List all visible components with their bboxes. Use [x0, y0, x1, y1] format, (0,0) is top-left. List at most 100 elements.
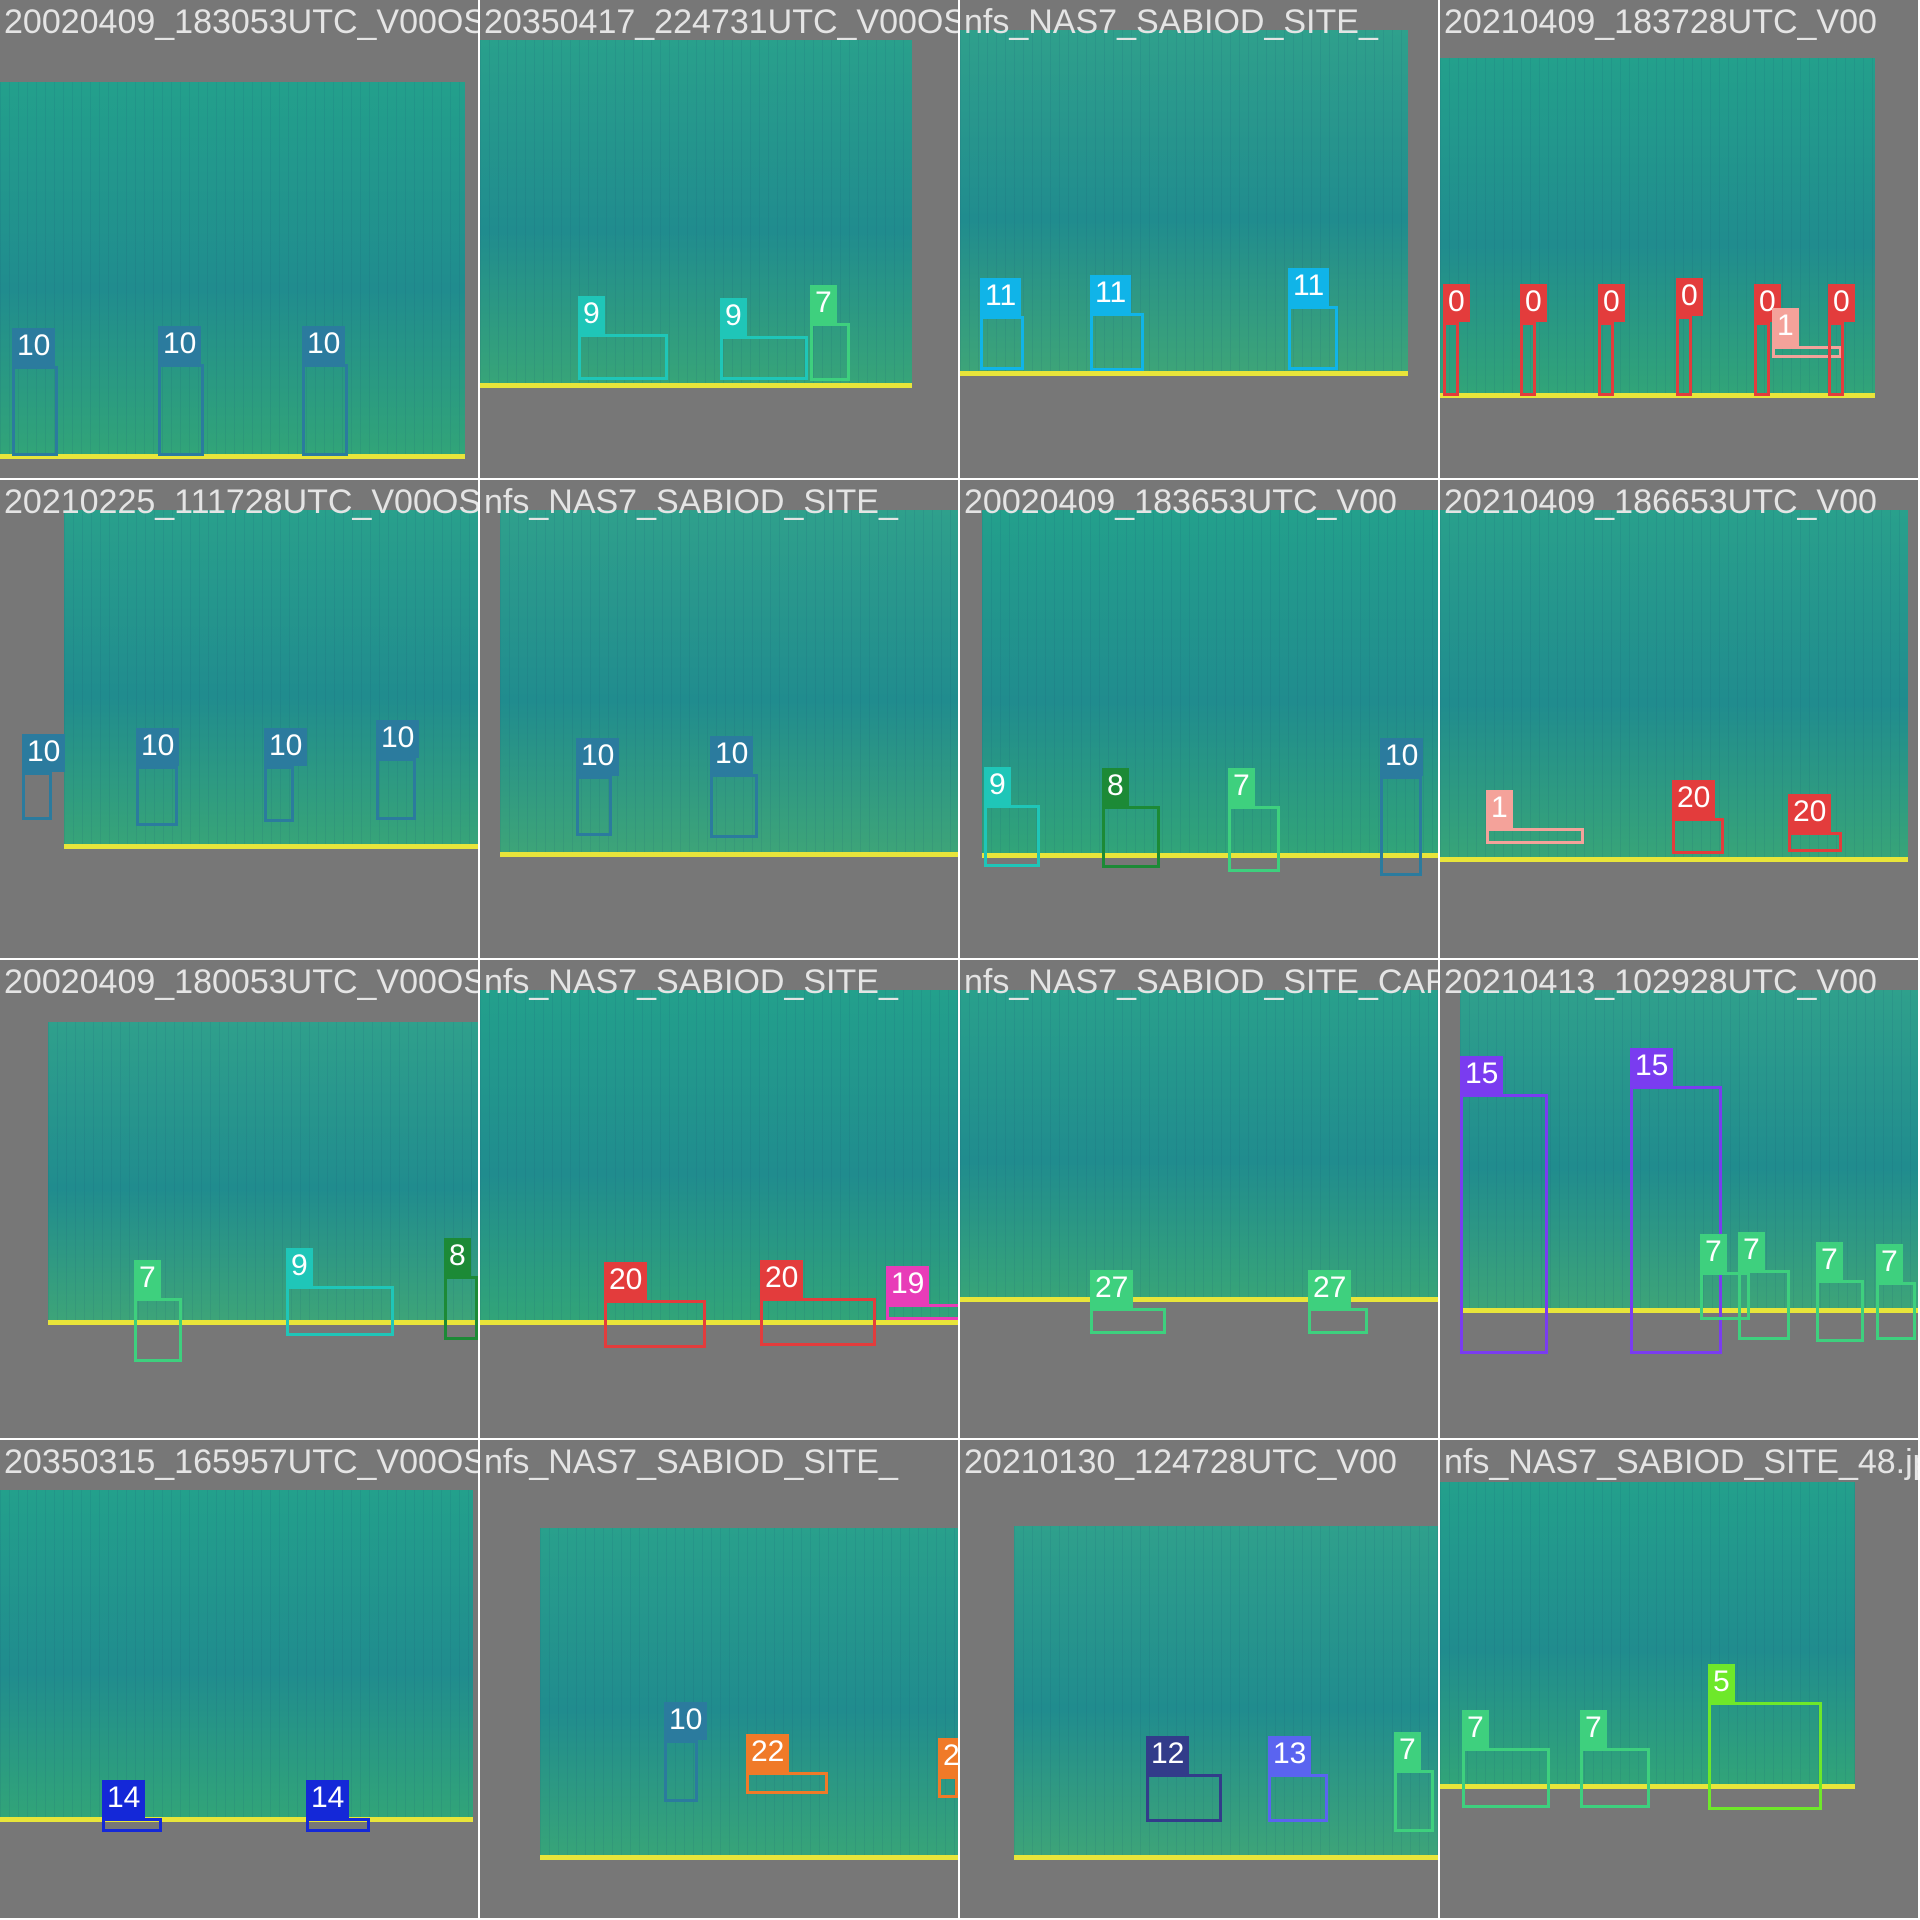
detection-label: 22 — [746, 1734, 790, 1772]
spectrogram-image — [960, 990, 1438, 1302]
detection-box — [1828, 322, 1844, 396]
tile-7: 20020409_183653UTC_V00 9 8 7 10 — [960, 480, 1438, 958]
detection-label: 7 — [1700, 1234, 1727, 1272]
spectrogram-baseline — [0, 454, 465, 459]
detection-box — [886, 1304, 958, 1320]
tile-title: nfs_NAS7_SABIOD_SITE_48.jpg — [1444, 1443, 1918, 1481]
detection-box — [604, 1300, 706, 1348]
spectrogram-image — [960, 30, 1408, 376]
spectrogram-background — [1440, 1482, 1855, 1789]
spectrogram-image — [0, 82, 465, 459]
detection-label: 20 — [1788, 794, 1832, 832]
detection-box — [376, 758, 416, 820]
tile-title: 20020409_180053UTC_V00OS11.WAV_16.jpg — [4, 963, 478, 1001]
detection-box — [578, 334, 668, 380]
detection-box — [1443, 322, 1459, 396]
tile-title: 20350315_165957UTC_V00OS11.WAV_16.jpg — [4, 1443, 478, 1481]
spectrogram-background — [48, 1022, 478, 1325]
detection-box — [1580, 1748, 1650, 1808]
detection-box — [1630, 1086, 1722, 1354]
detection-box — [760, 1298, 876, 1346]
detection-label: 14 — [306, 1780, 350, 1818]
tile-title: 20210409_186653UTC_V00 — [1444, 483, 1877, 521]
detection-box — [980, 316, 1024, 370]
tile-title: nfs_NAS7_SABIOD_SITE_ — [484, 1443, 898, 1481]
detection-label: 11 — [1288, 268, 1330, 306]
tile-12: 20210413_102928UTC_V00 15 15 7 7 7 7 — [1440, 960, 1918, 1438]
spectrogram-baseline — [0, 1817, 473, 1822]
detection-label: 0 — [1828, 284, 1855, 322]
spectrogram-background — [480, 40, 912, 388]
spectrogram-image — [1440, 1482, 1855, 1789]
tile-9: 20020409_180053UTC_V00OS11.WAV_16.jpg 7 9 8 — [0, 960, 478, 1438]
detection-box — [1738, 1270, 1790, 1340]
detection-box — [286, 1286, 394, 1336]
detection-box — [810, 323, 850, 381]
spectrogram-image — [1014, 1526, 1438, 1860]
tile-title: 20210225_111728UTC_V00OS11.WAV_8.jpg — [4, 483, 478, 521]
detection-label: 9 — [286, 1248, 313, 1286]
spectrogram-image — [48, 1022, 478, 1325]
detection-label: 5 — [1708, 1664, 1735, 1702]
tile-3: nfs_NAS7_SABIOD_SITE_ 11 11 11 — [960, 0, 1438, 478]
detection-box — [22, 772, 52, 820]
detection-label: 7 — [134, 1260, 161, 1298]
tile-4: 20210409_183728UTC_V00 0 0 0 0 0 1 0 — [1440, 0, 1918, 478]
spectrogram-baseline — [1440, 857, 1908, 862]
detection-box — [1486, 828, 1584, 844]
detection-label: 20 — [1672, 780, 1716, 818]
tile-15: 20210130_124728UTC_V00 12 13 7 — [960, 1440, 1438, 1918]
detection-label: 20 — [604, 1262, 648, 1300]
detection-label: 9 — [984, 767, 1011, 805]
spectrogram-baseline — [480, 1320, 958, 1325]
detection-box — [664, 1740, 698, 1802]
detection-label: 1 — [1772, 308, 1799, 346]
spectrogram-background — [0, 82, 465, 459]
tile-1: 20020409_183053UTC_V00OS11.WAV_2.jpg 10 10… — [0, 0, 478, 478]
spectrogram-background — [1440, 58, 1875, 398]
detection-label: 10 — [264, 728, 308, 766]
tile-title: 20020409_183653UTC_V00 — [964, 483, 1397, 521]
detection-label: 7 — [1394, 1732, 1421, 1770]
detection-box — [710, 774, 758, 838]
detection-box — [306, 1818, 370, 1832]
detection-label: 7 — [1876, 1244, 1903, 1282]
detection-box — [1228, 806, 1280, 872]
tile-10: nfs_NAS7_SABIOD_SITE_ 20 20 19 — [480, 960, 958, 1438]
detection-label: 10 — [576, 738, 620, 776]
detection-label: 10 — [710, 736, 754, 774]
spectrogram-baseline — [540, 1855, 958, 1860]
detection-box — [134, 1298, 182, 1362]
spectrogram-baseline — [960, 1297, 1438, 1302]
spectrogram-baseline — [1460, 1308, 1918, 1313]
tile-13: 20350315_165957UTC_V00OS11.WAV_16.jpg 14 1… — [0, 1440, 478, 1918]
detection-box — [1268, 1774, 1328, 1822]
spectrogram-background — [1014, 1526, 1438, 1860]
detection-box — [1598, 322, 1614, 396]
spectrogram-background — [982, 510, 1438, 858]
detection-box — [158, 364, 204, 456]
detection-label: 10 — [1380, 738, 1424, 776]
detection-box — [1380, 776, 1422, 876]
tile-6: nfs_NAS7_SABIOD_SITE_ 10 10 — [480, 480, 958, 958]
detection-label: 27 — [1308, 1270, 1352, 1308]
detection-box — [12, 366, 58, 456]
tile-title: nfs_NAS7_SABIOD_SITE_CARIMAM_DATA_HUMPB — [964, 963, 1438, 1001]
detection-label: 10 — [22, 734, 66, 772]
detection-box — [1754, 322, 1770, 396]
spectrogram-baseline — [1440, 393, 1875, 398]
detection-box — [938, 1776, 958, 1798]
detection-label: 9 — [578, 296, 605, 334]
detection-box — [444, 1276, 478, 1340]
detection-box — [1816, 1280, 1864, 1342]
detection-box — [1090, 313, 1144, 371]
detection-box — [136, 766, 178, 826]
spectrogram-image — [982, 510, 1438, 858]
detection-label: 0 — [1676, 278, 1703, 316]
detection-box — [1288, 306, 1338, 370]
detection-label: 11 — [980, 278, 1022, 316]
detection-label: 0 — [1520, 284, 1547, 322]
detection-box — [302, 364, 348, 456]
spectrogram-baseline — [500, 852, 958, 857]
